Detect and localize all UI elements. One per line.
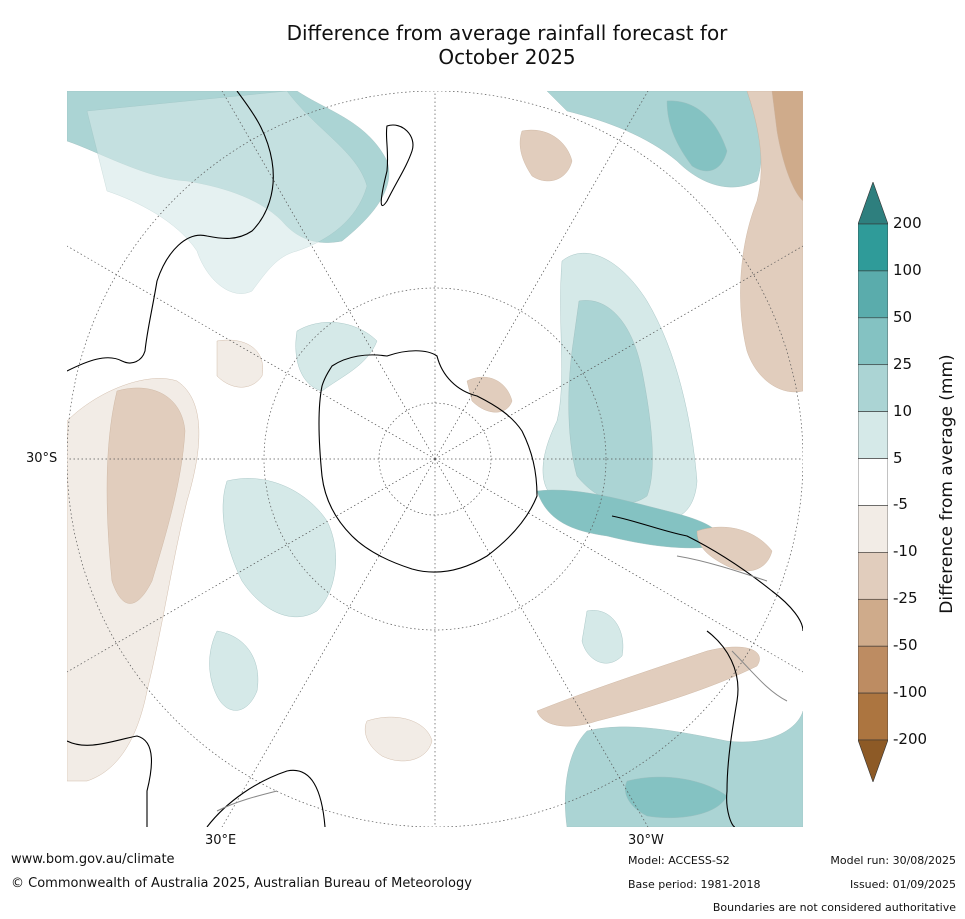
model-label: Model: ACCESS-S2 <box>628 854 730 867</box>
colorbar-extend-bottom <box>858 739 888 782</box>
colorbar-tick-label: 5 <box>893 448 903 467</box>
colorbar-title: Difference from average (mm) <box>937 354 957 614</box>
country-boundaries <box>216 555 788 812</box>
coastlines <box>67 91 803 827</box>
colorbar-tick-label: -10 <box>893 542 918 561</box>
map-canvas <box>67 91 803 827</box>
colorbar-segment <box>858 692 888 741</box>
colorbar-segment <box>858 223 888 272</box>
colorbar-segment <box>858 364 888 412</box>
colorbar-segment <box>858 552 888 600</box>
dry-region-south-atlantic-east-core <box>771 91 803 202</box>
colorbar-segment <box>858 317 888 366</box>
colorbar-tick-label: 50 <box>893 307 913 326</box>
colorbar-extend-top <box>858 182 888 225</box>
colorbar-tick-label: -25 <box>893 589 918 608</box>
colorbar-segments <box>858 182 888 782</box>
colorbar <box>858 182 888 782</box>
colorbar-segment <box>858 645 888 694</box>
dry-anomaly-regions <box>67 91 803 782</box>
title-line-2: October 2025 <box>438 45 576 69</box>
dry-region-africa-core <box>106 387 186 604</box>
colorbar-tick-label: 200 <box>893 214 922 232</box>
coast-north-america <box>67 91 274 372</box>
wet-region-indian-ocean <box>222 478 336 618</box>
dry-region-indian-mid <box>216 339 263 388</box>
wet-region-east-indian <box>209 630 259 711</box>
wet-region-north-america-light <box>86 91 368 294</box>
longitude-label-30e: 30°E <box>205 833 237 848</box>
coast-south-america <box>611 515 803 632</box>
longitude-label-30w: 30°W <box>628 833 664 848</box>
coast-antarctica <box>318 350 538 573</box>
wet-region-north-atlantic-strong <box>666 100 728 172</box>
wet-region-south-america-east <box>565 710 803 827</box>
colorbar-tick-label: -100 <box>893 683 928 702</box>
title-line-1: Difference from average rainfall forecas… <box>286 21 728 45</box>
boundaries-disclaimer: Boundaries are not considered authoritat… <box>712 901 956 914</box>
wet-anomaly-regions <box>67 91 803 827</box>
base-period-label: Base period: 1981-2018 <box>628 878 761 891</box>
colorbar-segment <box>858 270 888 319</box>
colorbar-tick-label: 25 <box>893 354 913 373</box>
colorbar-segment <box>858 411 888 459</box>
colorbar-tick-label: -50 <box>893 636 918 655</box>
coast-south-america-south <box>706 630 739 827</box>
wet-region-antarctic-rim <box>295 322 378 392</box>
colorbar-segment <box>858 505 888 553</box>
model-run-label: Model run: 30/08/2025 <box>830 854 956 867</box>
colorbar-segment <box>858 598 888 647</box>
colorbar-tick-label: -5 <box>893 495 908 514</box>
latitude-label: 30°S <box>26 451 58 466</box>
colorbar-tick-label: -200 <box>893 730 928 748</box>
colorbar-tick-label: 10 <box>893 401 913 420</box>
dry-region-chile <box>696 526 773 572</box>
wet-region-pacific-south <box>581 610 624 664</box>
colorbar-tick-label: 100 <box>893 260 922 279</box>
wet-region-south-america-east-core <box>625 776 728 818</box>
bom-url[interactable]: www.bom.gov.au/climate <box>11 852 175 867</box>
graticule <box>67 91 803 827</box>
issued-label: Issued: 01/09/2025 <box>849 878 956 891</box>
coast-greenland-iceland <box>380 124 414 207</box>
wet-region-south-atlantic-core <box>568 300 653 504</box>
colorbar-segment <box>858 458 888 506</box>
copyright-text: © Commonwealth of Australia 2025, Austra… <box>11 876 472 891</box>
dry-region-south-pacific-light <box>364 716 433 762</box>
dry-region-antarctic-peninsula <box>466 376 513 413</box>
coast-africa-south <box>67 735 153 827</box>
chart-title: Difference from average rainfall forecas… <box>67 21 947 69</box>
dry-region-pacific-band <box>536 646 760 727</box>
polar-rainfall-map <box>67 91 803 827</box>
dry-region-north-atlantic-center <box>519 129 573 182</box>
